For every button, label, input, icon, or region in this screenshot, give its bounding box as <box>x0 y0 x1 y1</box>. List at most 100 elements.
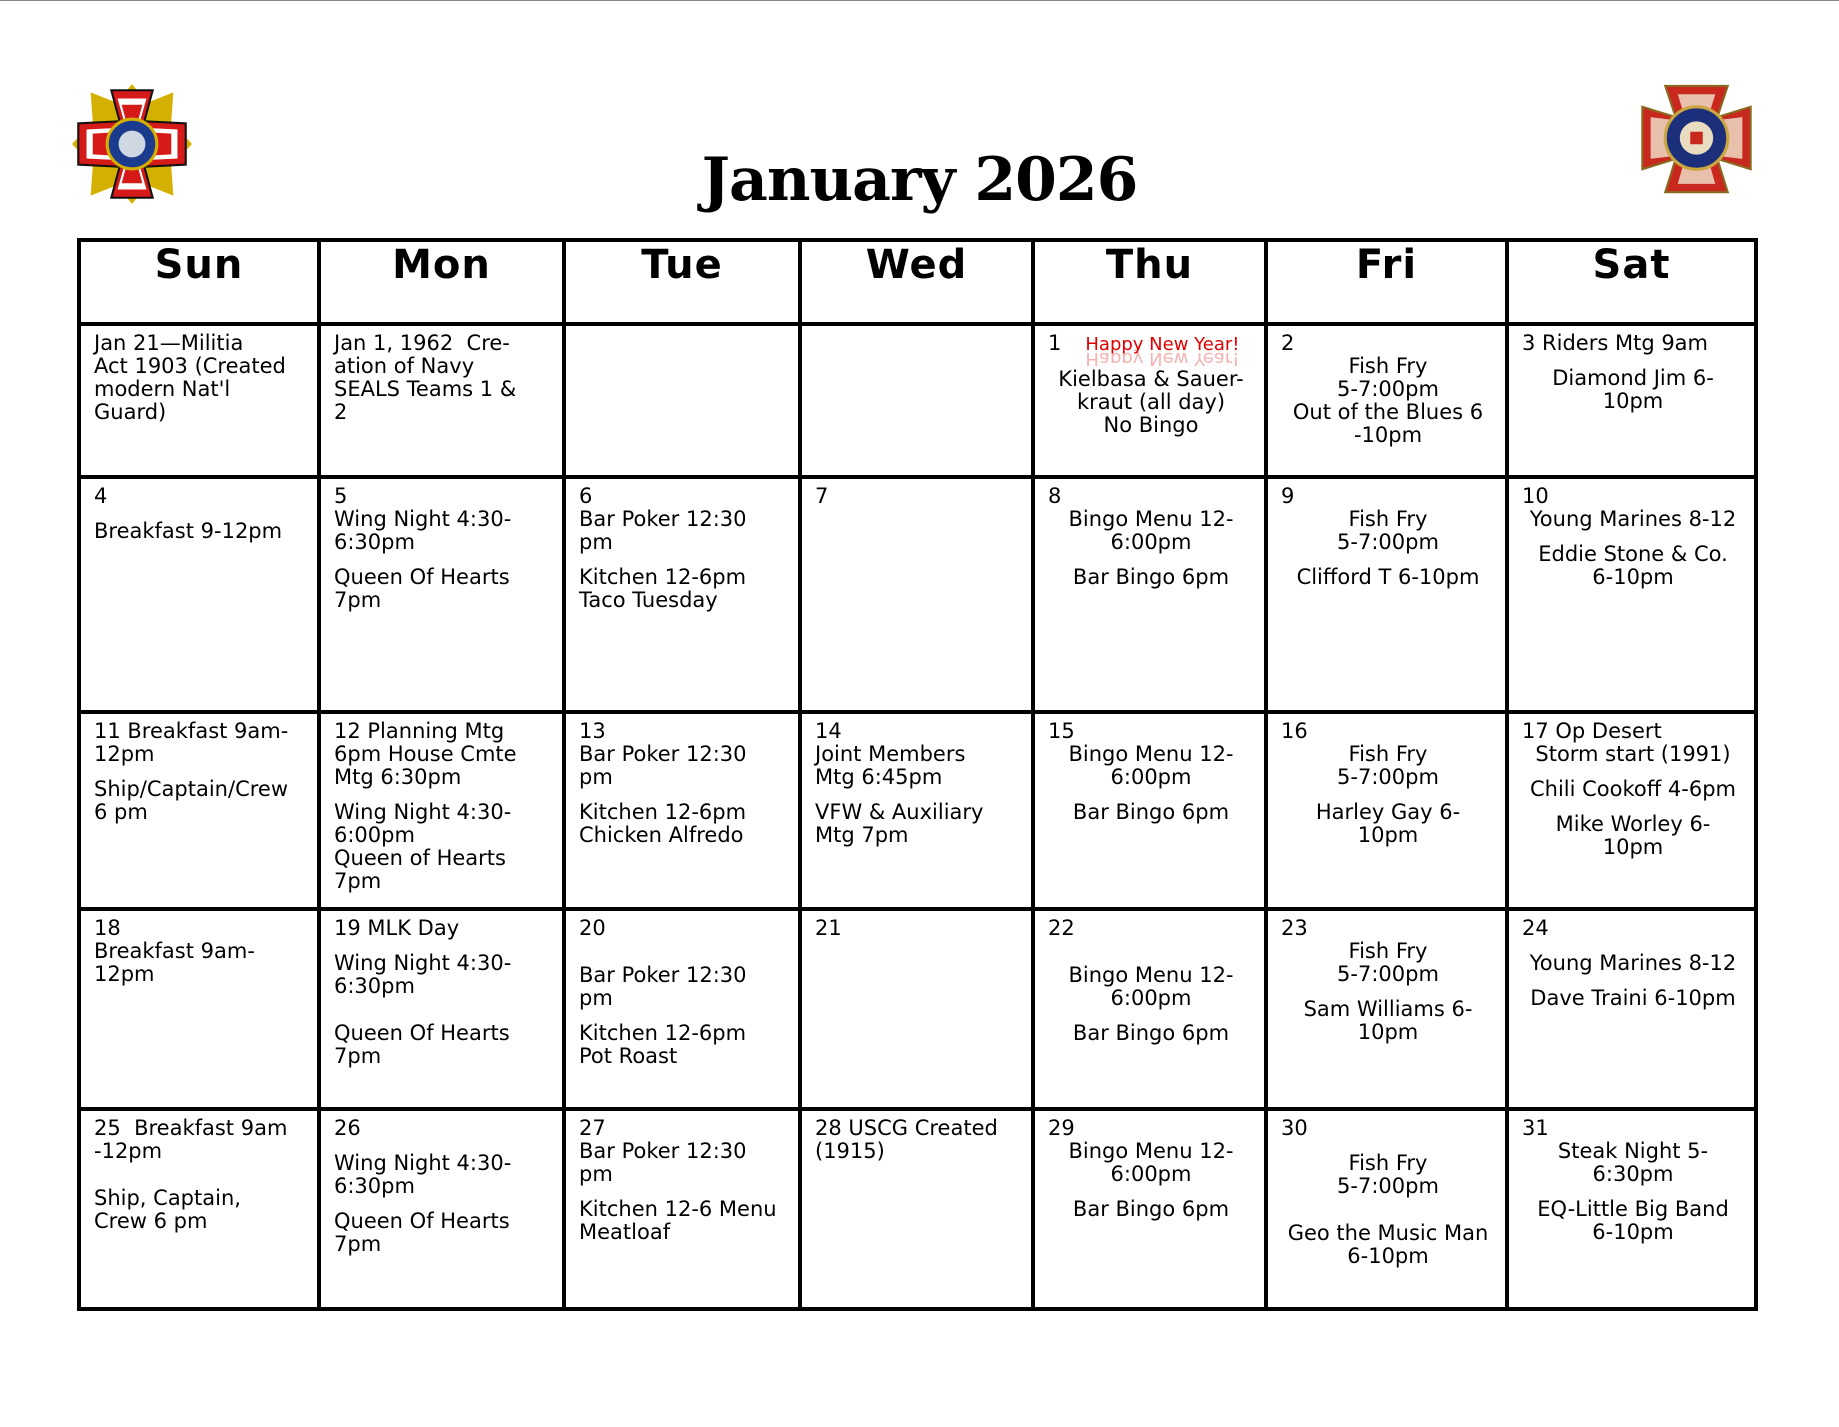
day-number: 19 MLK Day <box>334 916 460 940</box>
event-text: VFW & Auxiliary <box>815 800 984 824</box>
weekday-fri: Fri <box>1264 238 1509 326</box>
event-text: 10pm <box>1602 835 1664 859</box>
day-cell: 24 Young Marines 8-12 Dave Traini 6-10pm <box>1505 907 1758 1111</box>
day-number: 24 <box>1522 916 1549 940</box>
event-text: Fish Fry <box>1348 507 1428 531</box>
week-row: 25 Breakfast 9am -12pm Ship, Captain, Crew … <box>77 1107 1758 1311</box>
event-text: Bingo Menu 12- <box>1068 963 1234 987</box>
day-number: 29 <box>1048 1116 1075 1140</box>
day-cell: 2 Fish Fry 5-7:00pm Out of the Blues 6 -10pm <box>1264 322 1509 479</box>
event-text: Wing Night 4:30- <box>334 1151 512 1175</box>
day-number: 18 <box>94 916 121 940</box>
event-text: Queen of Hearts <box>334 846 506 870</box>
event-text: Joint Members <box>815 742 966 766</box>
day-number: 6 <box>579 484 593 508</box>
event-text: 6:00pm <box>1110 530 1192 554</box>
event-text: Mtg 6:45pm <box>815 765 943 789</box>
day-cell: 13 Bar Poker 12:30 pm Kitchen 12-6pm Chicken… <box>562 710 802 911</box>
event-text: Bar Poker 12:30 <box>579 963 747 987</box>
day-cell: 16 Fish Fry 5-7:00pm Harley Gay 6- 10pm <box>1264 710 1509 911</box>
event-text: 6:00pm <box>334 823 415 847</box>
event-text: pm <box>579 765 613 789</box>
event-text: kraut (all day) <box>1076 390 1226 414</box>
event-text: 6:00pm <box>1110 986 1192 1010</box>
event-text: 6-10pm <box>1592 565 1674 589</box>
day-cell: 5 Wing Night 4:30- 6:30pm Queen Of Hearts 7p… <box>317 475 566 714</box>
day-cell: 7 <box>798 475 1035 714</box>
event-text: Breakfast 9-12pm <box>94 519 283 543</box>
day-cell: 26 Wing Night 4:30- 6:30pm Queen Of Hearts 7… <box>317 1107 566 1311</box>
event-text: Kitchen 12-6pm <box>579 565 747 589</box>
event-text: Ship, Captain, <box>94 1186 241 1210</box>
weekday-tue: Tue <box>562 238 802 326</box>
event-text: 7pm <box>334 588 382 612</box>
day-cell: 4 Breakfast 9-12pm <box>77 475 321 714</box>
day-cell: 31 Steak Night 5- 6:30pm EQ-Little Big Band… <box>1505 1107 1758 1311</box>
event-text: Mtg 6:30pm <box>334 765 462 789</box>
event-text: 7pm <box>334 1044 382 1068</box>
day-number: 10 <box>1522 484 1549 508</box>
event-text: Bar Poker 12:30 <box>579 507 747 531</box>
event-text: Bar Poker 12:30 <box>579 742 747 766</box>
event-text: 25 Breakfast 9am <box>94 1116 288 1140</box>
day-number: 21 <box>815 916 842 940</box>
spacer <box>334 998 552 1010</box>
day-cell: Jan 21—Militia Act 1903 (Created modern Na… <box>77 322 321 479</box>
day-number: 9 <box>1281 484 1295 508</box>
event-text: Bingo Menu 12- <box>1068 1139 1234 1163</box>
event-text: 14 <box>815 719 842 743</box>
day-cell: 20 Bar Poker 12:30 pm Kitchen 12-6pm Pot Roa… <box>562 907 802 1111</box>
event-text: 5-7:00pm <box>1337 962 1439 986</box>
event-text: Wing Night 4:30- <box>334 507 512 531</box>
event-text: Pot Roast <box>579 1044 678 1068</box>
day-number: 2 <box>1281 331 1295 355</box>
event-text: 6:30pm <box>334 530 415 554</box>
day-cell: 9 Fish Fry 5-7:00pm Clifford T 6-10pm <box>1264 475 1509 714</box>
day-cell: 21 <box>798 907 1035 1111</box>
event-text: 28 USCG Created <box>815 1116 998 1140</box>
spacer <box>1281 1198 1495 1210</box>
event-text: 17 Op Desert <box>1522 719 1662 743</box>
happy-new-year-text: Happy New Year! Happy New Year! <box>1085 333 1240 369</box>
event-text: No Bingo <box>1103 413 1199 437</box>
spacer <box>579 940 788 952</box>
event-text: Act 1903 (Created <box>94 354 286 378</box>
event-text: Mtg 7pm <box>815 823 909 847</box>
event-text: Out of the Blues 6 <box>1292 400 1484 424</box>
vfw-logo <box>72 84 192 204</box>
day-number: 30 <box>1281 1116 1308 1140</box>
day-cell: 27 Bar Poker 12:30 pm Kitchen 12-6 Menu Meat… <box>562 1107 802 1311</box>
day-cell: 11 Breakfast 9am- 12pm Ship/Captain/Crew 6 … <box>77 710 321 911</box>
event-text: Kitchen 12-6pm <box>579 1021 747 1045</box>
event-text: 2 <box>334 400 348 424</box>
spacer <box>94 1163 307 1175</box>
event-text: 7pm <box>334 869 382 893</box>
event-text: Young Marines 8-12 <box>1529 507 1737 531</box>
week-row: 18 Breakfast 9am- 12pm 19 MLK Day Wing Night… <box>77 907 1758 1111</box>
event-text: Bar Poker 12:30 <box>579 1139 747 1163</box>
event-text: Young Marines 8-12 <box>1529 951 1737 975</box>
calendar-grid: Sun Mon Tue Wed Thu Fri Sat Jan 21—Milit… <box>77 238 1758 1311</box>
day-cell: Jan 1, 1962 Cre-ation of Navy SEALS Teams… <box>317 322 566 479</box>
happy-new-year-label: Happy New Year! <box>1085 334 1240 355</box>
day-cell: 30 Fish Fry 5-7:00pm Geo the Music Man 6-10p… <box>1264 1107 1509 1311</box>
event-text: Crew 6 pm <box>94 1209 208 1233</box>
event-text: 11 Breakfast 9am- <box>94 719 289 743</box>
event-text: pm <box>579 1162 613 1186</box>
event-text: 6:30pm <box>1592 1162 1674 1186</box>
day-cell: 25 Breakfast 9am -12pm Ship, Captain, Crew … <box>77 1107 321 1311</box>
weekday-wed: Wed <box>798 238 1035 326</box>
day-cell: 6 Bar Poker 12:30 pm Kitchen 12-6pm Taco Tue… <box>562 475 802 714</box>
day-cell: 22 Bingo Menu 12- 6:00pm Bar Bingo 6pm <box>1031 907 1268 1111</box>
event-text: Harley Gay 6- <box>1315 800 1461 824</box>
event-text: Bar Bingo 6pm <box>1072 1021 1230 1045</box>
day-number: 8 <box>1048 484 1062 508</box>
event-text: 5-7:00pm <box>1337 765 1439 789</box>
weekday-thu: Thu <box>1031 238 1268 326</box>
day-number: 15 <box>1048 719 1075 743</box>
week-row: 4 Breakfast 9-12pm 5 Wing Night 4:30- 6:30pm… <box>77 475 1758 714</box>
event-text: pm <box>579 530 613 554</box>
event-text: Wing Night 4:30- <box>334 800 512 824</box>
day-cell: 23 Fish Fry 5-7:00pm Sam Williams 6- 10pm <box>1264 907 1509 1111</box>
event-text: 6:30pm <box>334 1174 415 1198</box>
